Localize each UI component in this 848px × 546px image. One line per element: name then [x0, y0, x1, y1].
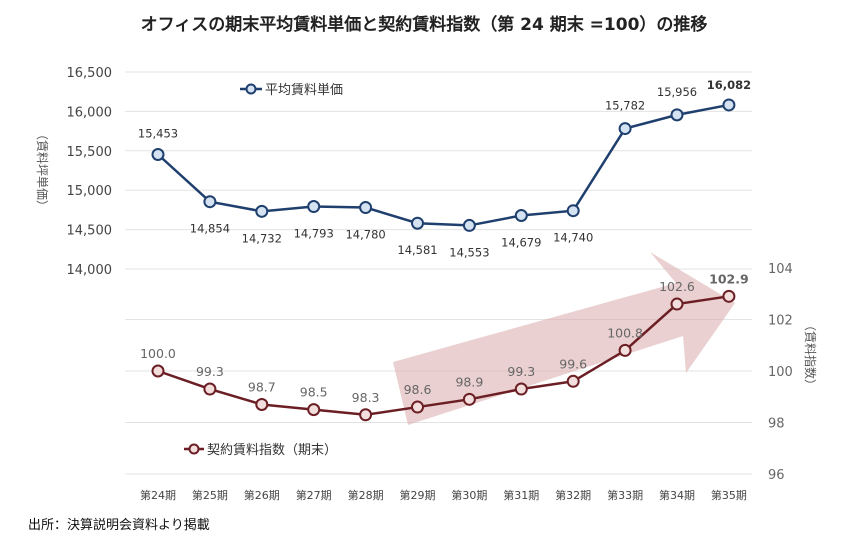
x-tick: 第35期 [711, 488, 747, 502]
data-point [151, 364, 165, 378]
data-point [359, 201, 373, 215]
data-point [203, 382, 217, 396]
series-line [157, 295, 730, 417]
data-label: 99.3 [196, 364, 224, 379]
data-label: 98.5 [300, 385, 328, 400]
y-left-label: （賃料坪単価） [35, 128, 50, 212]
series-line [157, 103, 730, 227]
legend-marker [245, 83, 257, 95]
data-label: 16,082 [707, 78, 751, 92]
data-label: 15,782 [605, 99, 645, 113]
data-point [255, 397, 269, 411]
data-label: 14,581 [397, 243, 437, 257]
y-left-tick: 16,500 [67, 66, 113, 81]
legend-label: 契約賃料指数（期末） [207, 443, 337, 458]
data-label: 98.6 [404, 382, 432, 397]
y-left-tick: 15,500 [67, 145, 113, 160]
x-tick: 第25期 [192, 488, 228, 502]
data-point [514, 208, 528, 222]
data-point [670, 297, 684, 311]
source-note: 出所：決算説明会資料より掲載 [28, 518, 210, 533]
data-label: 98.3 [352, 390, 380, 405]
data-label: 99.6 [559, 356, 587, 371]
y-right-tick: 96 [768, 468, 785, 483]
chart-title: オフィスの期末平均賃料単価と契約賃料指数（第 24 期末 =100）の推移 [141, 14, 708, 35]
y-right-tick: 104 [768, 262, 793, 277]
y-right-tick: 98 [768, 417, 785, 432]
data-point [566, 204, 580, 218]
data-point [618, 343, 632, 357]
y-left-tick: 14,500 [67, 224, 113, 239]
data-point [411, 216, 424, 230]
x-tick: 第26期 [244, 488, 280, 502]
legend-label: 平均賃料単価 [265, 82, 343, 98]
data-point [151, 148, 165, 162]
y-left-tick: 14,000 [67, 263, 113, 278]
data-label: 14,740 [553, 231, 593, 245]
x-tick: 第31期 [503, 488, 539, 502]
data-point [307, 200, 321, 214]
data-point [618, 122, 632, 136]
data-point [514, 382, 528, 396]
data-point [203, 195, 217, 209]
data-label: 14,854 [190, 222, 230, 236]
data-point [411, 400, 424, 414]
data-label: 100.0 [140, 346, 176, 361]
legend-marker [188, 443, 200, 455]
x-tick: 第27期 [296, 488, 332, 502]
data-label: 99.3 [507, 364, 535, 379]
data-label: 98.7 [248, 379, 276, 394]
y-left-tick: 16,000 [67, 105, 113, 120]
data-point [307, 403, 321, 417]
data-point [722, 98, 736, 112]
trend-arrow [393, 252, 735, 425]
data-point [359, 408, 373, 422]
x-tick: 第24期 [140, 488, 176, 502]
data-point [670, 108, 684, 122]
y-left-tick: 15,000 [67, 184, 113, 199]
y-right-tick: 102 [768, 314, 793, 329]
data-label: 14,732 [242, 231, 282, 245]
data-label: 14,793 [294, 227, 334, 241]
data-label: 100.8 [607, 325, 643, 340]
data-label: 102.6 [659, 279, 695, 294]
x-tick: 第30期 [451, 488, 487, 502]
y-right-label: （賃料指数） [803, 319, 818, 391]
data-label: 15,956 [657, 85, 697, 99]
x-tick: 第32期 [555, 488, 591, 502]
data-label: 14,553 [449, 245, 489, 259]
data-label: 15,453 [138, 127, 178, 141]
data-label: 102.9 [709, 271, 749, 286]
data-point [462, 218, 476, 232]
data-point [462, 392, 476, 406]
x-tick: 第28期 [348, 488, 384, 502]
x-tick: 第29期 [400, 488, 436, 502]
data-label: 98.9 [455, 374, 483, 389]
data-label: 14,780 [345, 228, 385, 242]
data-point [566, 374, 580, 388]
data-point [722, 289, 736, 303]
x-tick: 第34期 [659, 488, 695, 502]
x-tick: 第33期 [607, 488, 643, 502]
data-label: 14,679 [501, 235, 541, 249]
data-point [255, 204, 269, 218]
y-right-tick: 100 [768, 365, 793, 380]
